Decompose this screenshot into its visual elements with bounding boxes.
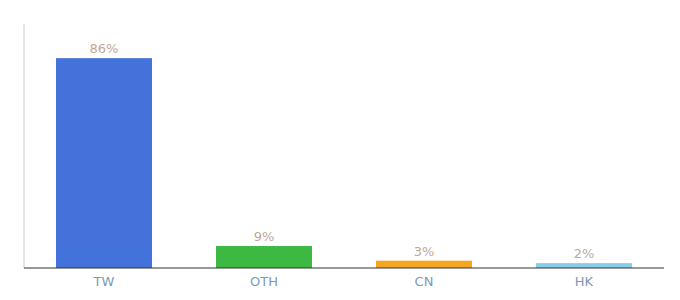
x-tick-label: OTH (250, 274, 278, 289)
bar (536, 263, 632, 268)
chart: TW OTH CN HK 86% 9% 3% 2% (0, 0, 680, 300)
data-label: 3% (414, 244, 435, 259)
y-axis-line (24, 24, 25, 268)
x-tick-label: HK (575, 274, 594, 289)
bar (56, 58, 152, 268)
x-tick-label: CN (415, 274, 434, 289)
bar (216, 246, 312, 268)
x-tick-label: TW (93, 274, 115, 289)
x-axis-line (24, 267, 664, 268)
data-label: 9% (254, 229, 275, 244)
bars (56, 58, 632, 268)
chart-container: TW OTH CN HK 86% 9% 3% 2% (0, 0, 680, 300)
data-label: 86% (90, 41, 119, 56)
data-label: 2% (574, 246, 595, 261)
bar (376, 261, 472, 268)
